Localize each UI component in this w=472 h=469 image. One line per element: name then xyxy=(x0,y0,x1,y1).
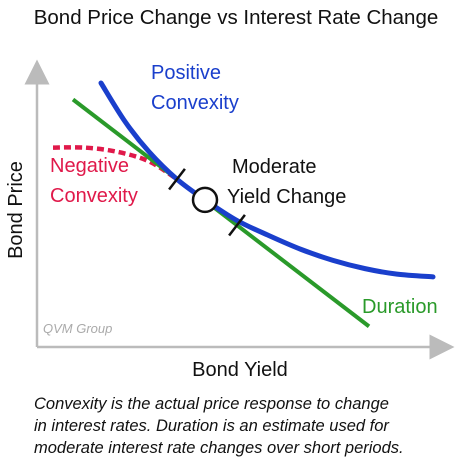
label-positive-convexity: Positive Convexity xyxy=(151,62,239,114)
caption-line-2: in interest rates. Duration is an estima… xyxy=(34,417,389,435)
label-positive-convexity-line1: Positive xyxy=(151,62,221,84)
y-axis-label: Bond Price xyxy=(5,161,27,259)
label-positive-convexity-line2: Convexity xyxy=(151,92,239,114)
caption-line-1: Convexity is the actual price response t… xyxy=(34,395,389,413)
caption: Convexity is the actual price response t… xyxy=(34,393,466,459)
midpoint-marker xyxy=(191,186,219,214)
x-axis-label: Bond Yield xyxy=(192,359,288,381)
watermark: QVM Group xyxy=(43,321,112,336)
series-line-positive-convexity xyxy=(98,80,436,280)
label-moderate-yield-change: Moderate Yield Change xyxy=(227,156,346,208)
label-negative-convexity: Negative Convexity xyxy=(50,155,138,207)
label-negative-convexity-line1: Negative xyxy=(50,155,129,177)
label-yield-change: Yield Change xyxy=(227,186,346,208)
label-negative-convexity-line2: Convexity xyxy=(50,185,138,207)
chart-title: Bond Price Change vs Interest Rate Chang… xyxy=(34,6,439,29)
caption-line-3: moderate interest rate changes over shor… xyxy=(34,439,404,457)
range-tick-left xyxy=(168,168,186,191)
range-tick-right xyxy=(228,214,246,237)
label-moderate: Moderate xyxy=(232,156,317,178)
label-duration: Duration xyxy=(362,296,438,318)
